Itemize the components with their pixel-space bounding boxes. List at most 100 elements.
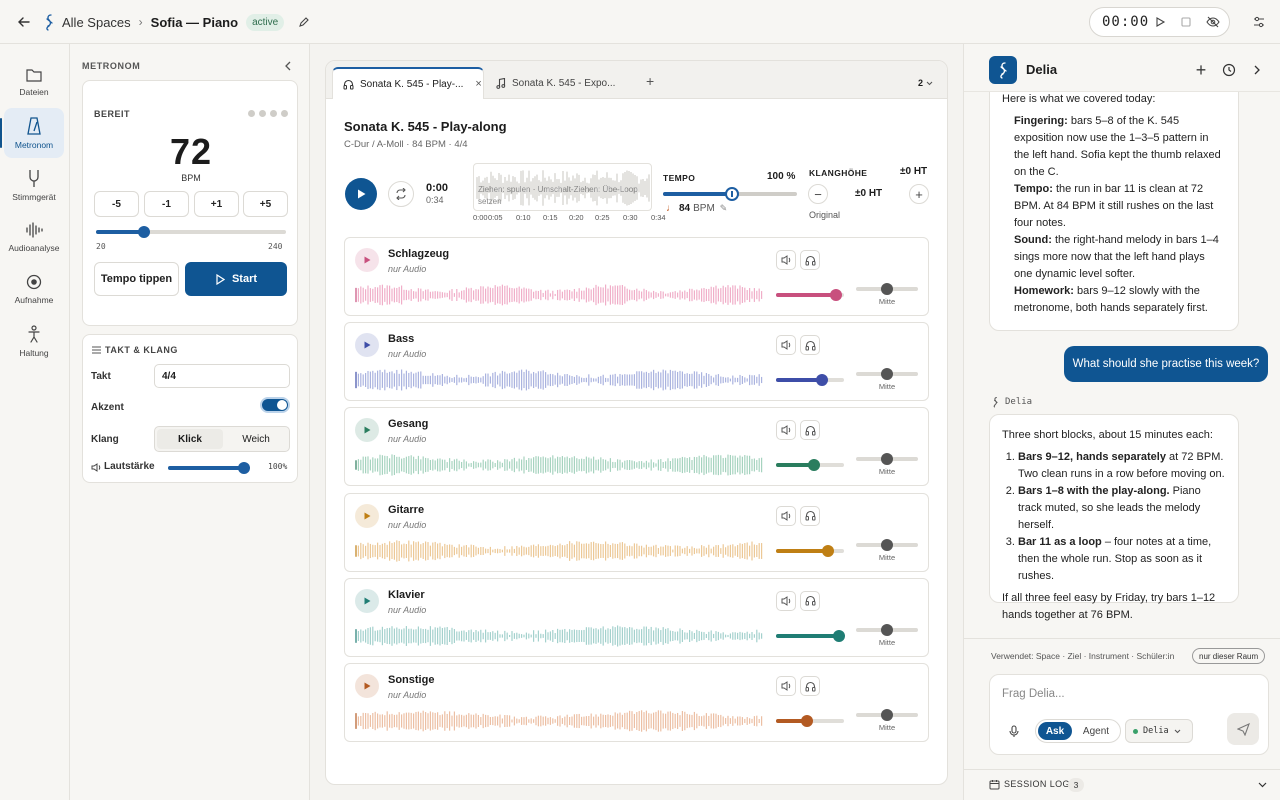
tab-count-dropdown[interactable]: 2: [918, 78, 933, 88]
rail-item-aufnahme[interactable]: Aufnahme: [4, 264, 64, 314]
history-clock-icon[interactable]: [1220, 61, 1238, 79]
pan-knob[interactable]: [881, 709, 893, 721]
rail-item-stimmgeraet[interactable]: Stimmgerät: [4, 160, 64, 210]
breadcrumb-all-spaces[interactable]: Alle Spaces: [62, 14, 131, 30]
mode-ask[interactable]: Ask: [1038, 722, 1072, 740]
timer-play-icon[interactable]: [1154, 16, 1166, 28]
bpm-minus-1-button[interactable]: -1: [144, 191, 189, 217]
klang-option-weich[interactable]: Weich: [242, 433, 270, 445]
solo-button[interactable]: [800, 590, 820, 611]
takt-input[interactable]: 4/4: [154, 364, 290, 388]
rail-item-haltung[interactable]: Haltung: [4, 316, 64, 366]
mute-button[interactable]: [776, 335, 796, 356]
pan-knob[interactable]: [881, 623, 893, 636]
volume-slider-knob[interactable]: [238, 462, 250, 474]
bpm-plus-1-button[interactable]: +1: [194, 191, 239, 217]
tap-tempo-button[interactable]: Tempo tippen: [94, 262, 179, 296]
track-play-button[interactable]: [355, 588, 379, 613]
volume-knob[interactable]: [821, 544, 834, 557]
track-waveform[interactable]: [355, 710, 765, 732]
pitch-down-button[interactable]: −: [808, 184, 828, 204]
pitch-up-button[interactable]: +: [909, 184, 929, 204]
track-waveform[interactable]: [355, 539, 765, 562]
track-volume-slider[interactable]: [776, 544, 844, 557]
new-chat-plus-icon[interactable]: +: [1195, 59, 1207, 80]
track-waveform[interactable]: [355, 284, 765, 306]
send-button[interactable]: [1227, 713, 1259, 745]
loop-button[interactable]: [388, 181, 414, 207]
track-waveform[interactable]: [355, 625, 765, 647]
overview-waveform[interactable]: Ziehen: spulen · Umschalt-Ziehen: Übe-Lo…: [473, 163, 652, 211]
collapse-chevron-right-icon[interactable]: [1248, 61, 1266, 79]
track-waveform[interactable]: [355, 454, 765, 477]
volume-slider[interactable]: [168, 462, 250, 474]
track-pan-slider[interactable]: [856, 538, 918, 551]
mute-button[interactable]: [776, 590, 796, 611]
track-pan-slider[interactable]: [856, 283, 918, 295]
pan-knob[interactable]: [881, 368, 893, 381]
metronome-start-button[interactable]: Start: [185, 262, 287, 296]
microphone-icon[interactable]: [1006, 723, 1022, 739]
solo-button[interactable]: [800, 505, 820, 526]
scope-chip[interactable]: nur dieser Raum: [1192, 648, 1266, 664]
tempo-slider-knob[interactable]: [725, 187, 739, 201]
pitch-original[interactable]: Original: [809, 210, 841, 220]
bpm-plus-5-button[interactable]: +5: [243, 191, 288, 217]
akzent-toggle[interactable]: [260, 397, 290, 413]
bpm-minus-5-button[interactable]: -5: [94, 191, 139, 217]
chat-input[interactable]: Frag Delia...: [1002, 688, 1065, 700]
pan-knob[interactable]: [881, 538, 893, 551]
edit-pencil-icon[interactable]: [298, 16, 310, 28]
tab-exposition[interactable]: Sonata K. 545 - Expo...: [486, 67, 636, 99]
track-volume-slider[interactable]: [776, 374, 844, 387]
back-arrow-icon[interactable]: [14, 12, 34, 32]
mute-button[interactable]: [776, 505, 796, 526]
visibility-off-icon[interactable]: [1206, 16, 1220, 28]
tempo-slider[interactable]: [663, 187, 797, 201]
volume-knob[interactable]: [800, 715, 813, 727]
add-tab-icon[interactable]: +: [646, 73, 655, 89]
mute-button[interactable]: [776, 676, 796, 696]
pan-knob[interactable]: [881, 283, 893, 295]
solo-button[interactable]: [800, 676, 820, 696]
track-waveform[interactable]: [355, 369, 765, 391]
tab-close-icon[interactable]: ×: [475, 78, 482, 90]
pan-knob[interactable]: [881, 453, 893, 466]
bpm-slider[interactable]: [96, 226, 286, 238]
solo-button[interactable]: [800, 420, 820, 441]
track-volume-slider[interactable]: [776, 629, 845, 642]
track-play-button[interactable]: [355, 674, 379, 698]
rail-item-metronom[interactable]: Metronom: [0, 108, 64, 158]
bpm-slider-knob[interactable]: [138, 226, 150, 238]
track-play-button[interactable]: [355, 503, 379, 528]
track-pan-slider[interactable]: [856, 453, 918, 466]
mute-button[interactable]: [776, 250, 796, 270]
track-pan-slider[interactable]: [856, 709, 918, 721]
track-volume-slider[interactable]: [776, 715, 844, 727]
track-play-button[interactable]: [355, 333, 379, 358]
tab-play-along[interactable]: Sonata K. 545 - Play-... ×: [332, 67, 484, 99]
edit-pencil-icon[interactable]: ✎: [719, 203, 728, 213]
rail-item-audioanalyse[interactable]: Audioanalyse: [4, 212, 64, 262]
solo-button[interactable]: [800, 250, 820, 270]
settings-sliders-icon[interactable]: [1250, 13, 1268, 31]
main-play-button[interactable]: [345, 178, 377, 210]
track-pan-slider[interactable]: [856, 368, 918, 381]
volume-knob[interactable]: [816, 374, 829, 387]
session-log-bar[interactable]: SESSION LOG 3: [964, 770, 1280, 800]
rail-item-dateien[interactable]: Dateien: [4, 57, 64, 107]
mute-button[interactable]: [776, 420, 796, 441]
track-volume-slider[interactable]: [776, 289, 844, 301]
volume-knob[interactable]: [808, 459, 821, 472]
track-play-button[interactable]: [355, 418, 379, 443]
volume-knob[interactable]: [832, 629, 845, 642]
track-volume-slider[interactable]: [776, 459, 844, 472]
mode-agent[interactable]: Agent: [1082, 725, 1110, 737]
collapse-chevron-icon[interactable]: [280, 58, 296, 74]
solo-button[interactable]: [800, 335, 820, 356]
track-pan-slider[interactable]: [856, 623, 918, 636]
klang-option-klick[interactable]: Klick: [157, 429, 223, 449]
volume-knob[interactable]: [829, 289, 842, 301]
timer-stop-icon[interactable]: [1180, 16, 1192, 28]
track-play-button[interactable]: [355, 248, 379, 272]
